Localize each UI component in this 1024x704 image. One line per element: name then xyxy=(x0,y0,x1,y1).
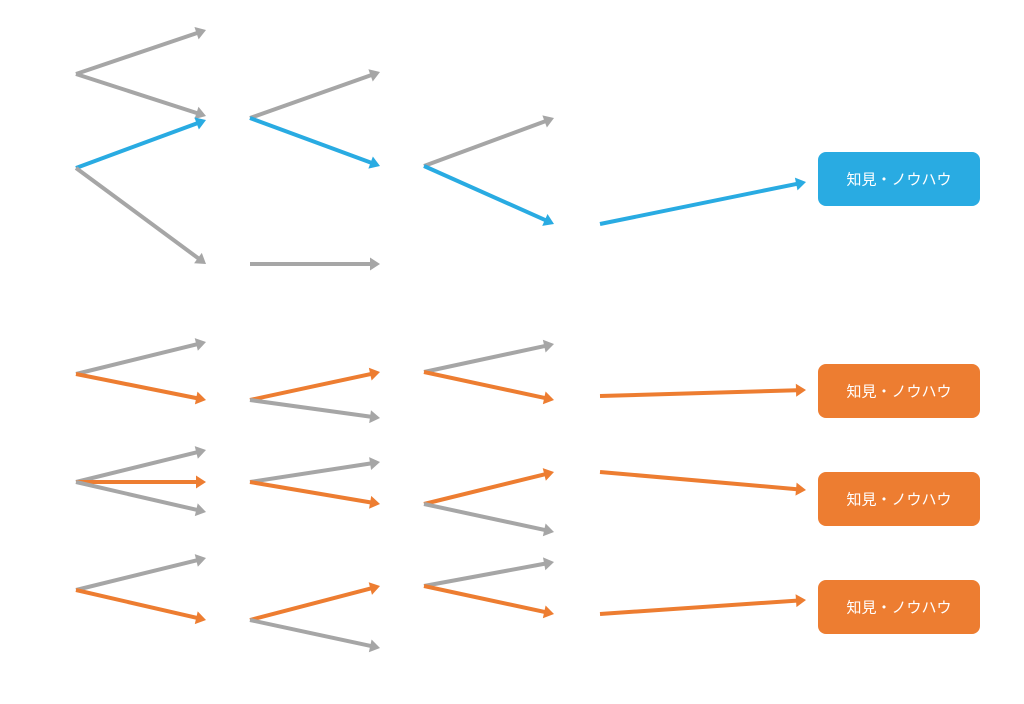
arrow-line xyxy=(76,452,197,482)
arrow-line xyxy=(76,344,197,374)
arrow-head xyxy=(195,611,206,624)
arrow-head xyxy=(543,468,554,481)
arrow-head xyxy=(543,557,554,570)
knowhow-box-label: 知見・ノウハウ xyxy=(846,384,951,401)
arrow-head xyxy=(796,594,806,607)
arrow-head xyxy=(369,457,380,470)
knowhow-box-label: 知見・ノウハウ xyxy=(846,172,951,189)
arrow-head xyxy=(369,368,380,381)
arrow-line xyxy=(76,560,197,590)
arrow-head xyxy=(796,384,806,397)
arrow-line xyxy=(424,474,545,504)
arrow-line xyxy=(424,564,545,586)
arrow-line xyxy=(250,400,371,417)
arrow-head xyxy=(369,640,380,653)
arrow-head xyxy=(195,446,206,459)
arrow-line xyxy=(600,390,797,396)
arrow-head xyxy=(195,392,206,405)
arrow-head xyxy=(370,258,380,271)
arrow-line xyxy=(76,33,197,74)
arrow-line xyxy=(250,463,371,482)
arrow-head xyxy=(369,410,380,423)
arrow-line xyxy=(250,620,371,646)
arrow-line xyxy=(600,472,797,489)
arrow-line xyxy=(424,121,546,166)
knowhow-box: 知見・ノウハウ xyxy=(818,152,980,206)
arrow-head xyxy=(795,483,806,496)
arrow-line xyxy=(424,586,545,612)
arrow-head xyxy=(795,178,806,191)
arrow-line xyxy=(76,123,198,168)
arrow-line xyxy=(76,482,197,510)
arrow-line xyxy=(250,482,371,502)
arrow-line xyxy=(76,168,199,259)
arrow-line xyxy=(76,590,197,618)
knowhow-box: 知見・ノウハウ xyxy=(818,580,980,634)
boxes-layer: 知見・ノウハウ知見・ノウハウ知見・ノウハウ知見・ノウハウ xyxy=(818,152,980,634)
arrow-head xyxy=(369,582,380,595)
arrow-head xyxy=(196,476,206,489)
knowhow-box: 知見・ノウハウ xyxy=(818,364,980,418)
arrow-head xyxy=(543,606,554,619)
arrow-line xyxy=(76,74,197,113)
arrow-head xyxy=(195,338,206,351)
knowhow-box: 知見・ノウハウ xyxy=(818,472,980,526)
arrow-head xyxy=(543,524,554,537)
arrow-head xyxy=(195,503,206,516)
arrow-head xyxy=(543,392,554,405)
arrow-line xyxy=(424,372,545,398)
arrow-line xyxy=(250,75,372,118)
knowhow-box-label: 知見・ノウハウ xyxy=(846,600,951,617)
flow-diagram: 知見・ノウハウ知見・ノウハウ知見・ノウハウ知見・ノウハウ xyxy=(0,0,1024,704)
arrow-line xyxy=(250,588,371,620)
arrow-line xyxy=(250,118,372,163)
knowhow-box-label: 知見・ノウハウ xyxy=(846,492,951,509)
arrows-layer xyxy=(76,27,806,652)
arrow-line xyxy=(424,166,546,220)
arrow-head xyxy=(195,554,206,567)
arrow-head xyxy=(543,340,554,353)
arrow-line xyxy=(424,504,545,530)
arrow-line xyxy=(76,374,197,398)
arrow-line xyxy=(250,374,371,400)
arrow-head xyxy=(369,496,380,509)
arrow-line xyxy=(424,346,545,372)
arrow-line xyxy=(600,184,797,224)
arrow-line xyxy=(600,601,797,614)
